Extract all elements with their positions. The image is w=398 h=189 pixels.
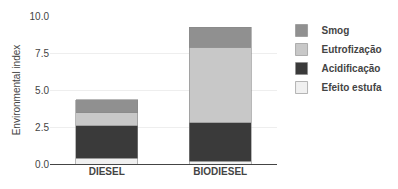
svg-text:10.0: 10.0 bbox=[30, 11, 50, 22]
svg-text:DIESEL: DIESEL bbox=[89, 166, 125, 177]
svg-text:Smog: Smog bbox=[322, 25, 350, 36]
svg-text:Efeito estufa: Efeito estufa bbox=[322, 82, 382, 93]
svg-text:Acidificação: Acidificação bbox=[322, 63, 381, 74]
svg-text:2.5: 2.5 bbox=[35, 122, 49, 133]
svg-text:Environmental index: Environmental index bbox=[11, 45, 22, 136]
svg-text:5.0: 5.0 bbox=[35, 85, 49, 96]
svg-text:Eutrofização: Eutrofização bbox=[322, 44, 382, 55]
svg-text:7.5: 7.5 bbox=[35, 48, 49, 59]
svg-text:BIODIESEL: BIODIESEL bbox=[193, 166, 247, 177]
svg-text:0.0: 0.0 bbox=[35, 159, 49, 170]
